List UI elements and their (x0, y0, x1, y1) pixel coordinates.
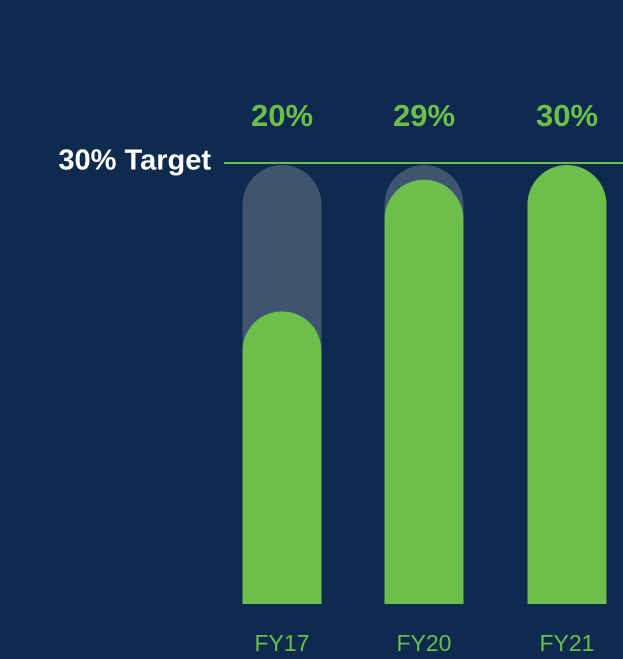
value-label: 29% (393, 98, 455, 133)
bar (384, 179, 464, 604)
bar (527, 165, 607, 604)
bar (242, 311, 322, 604)
x-tick-label: FY20 (397, 630, 452, 656)
value-label: 30% (536, 98, 598, 133)
x-tick-label: FY21 (540, 630, 595, 656)
value-label: 20% (251, 98, 313, 133)
x-tick-label: FY17 (255, 630, 310, 656)
target-label: 30% Target (58, 145, 211, 177)
